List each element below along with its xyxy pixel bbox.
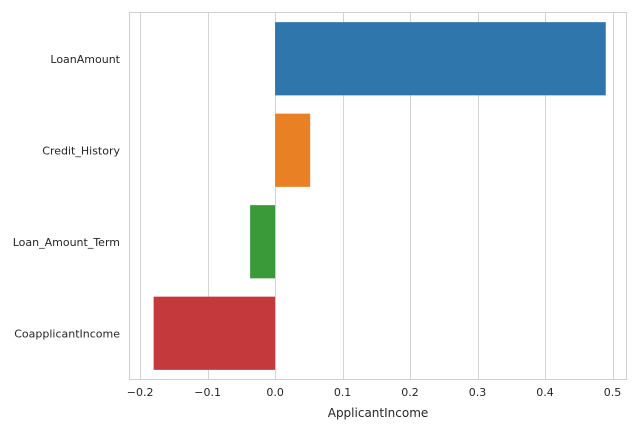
x-axis-title: ApplicantIncome — [328, 406, 429, 420]
x-tick-label: 0.0 — [266, 386, 284, 399]
x-tick-label: 0.4 — [536, 386, 554, 399]
bar-loan-amount-term — [250, 205, 276, 279]
bars — [153, 22, 606, 370]
x-tick-label: 0.3 — [469, 386, 487, 399]
bar-loanamount — [275, 22, 606, 96]
bar-coapplicantincome — [153, 296, 276, 370]
x-tick-label: 0.1 — [334, 386, 352, 399]
y-tick-labels: LoanAmount Credit_History Loan_Amount_Term… — [13, 53, 121, 341]
y-tick-label: Credit_History — [42, 144, 120, 157]
y-tick-label: Loan_Amount_Term — [13, 236, 120, 249]
x-tick-label: −0.2 — [127, 386, 154, 399]
plot-frame — [129, 12, 627, 380]
x-tick-label: 0.5 — [604, 386, 622, 399]
y-tick-label: LoanAmount — [50, 53, 120, 66]
x-tick-labels: −0.2 −0.1 0.0 0.1 0.2 0.3 0.4 0.5 — [127, 386, 621, 399]
bar-credit-history — [275, 113, 311, 187]
x-tick-label: −0.1 — [194, 386, 221, 399]
x-tick-label: 0.2 — [401, 386, 419, 399]
y-tick-label: CoapplicantIncome — [14, 327, 120, 340]
